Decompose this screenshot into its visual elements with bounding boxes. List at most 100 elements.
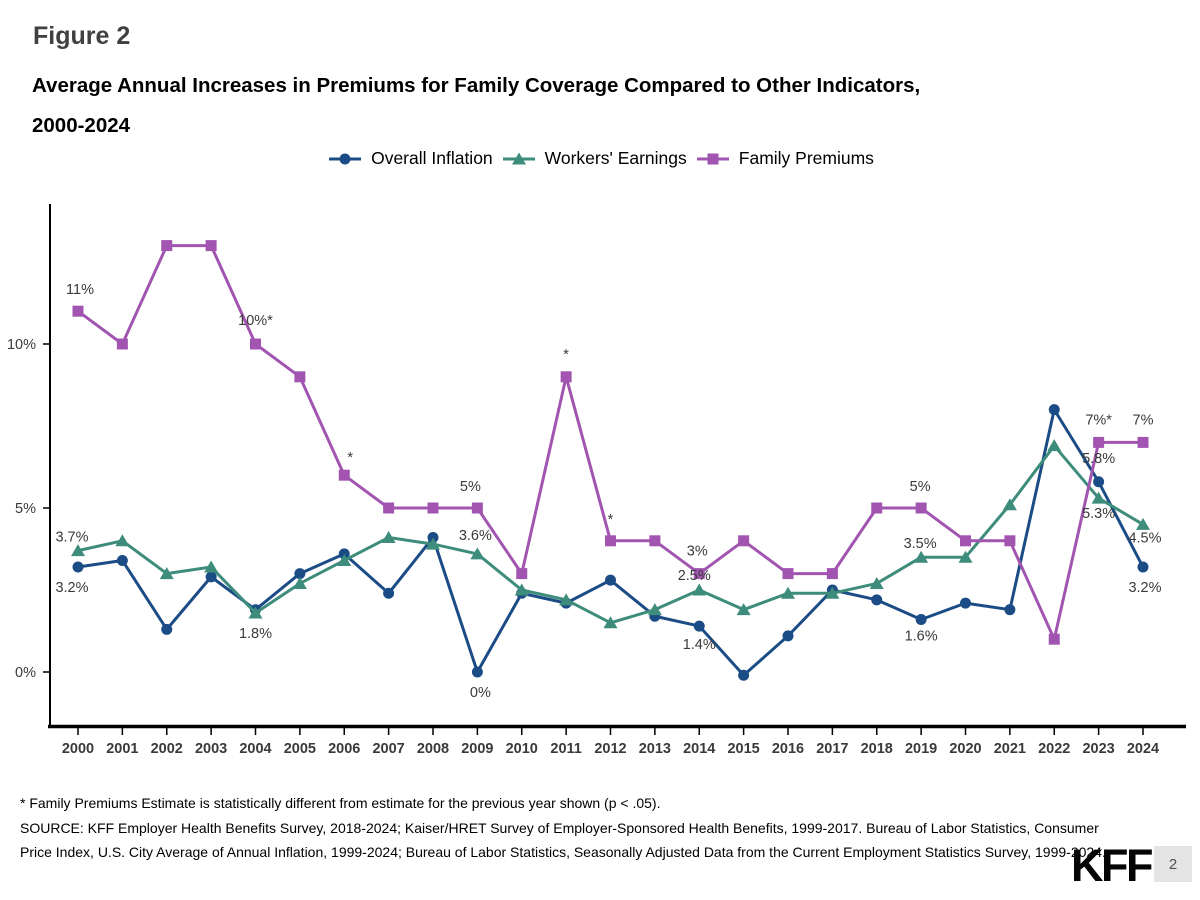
- series-workers-earnings: [71, 439, 1150, 629]
- data-point: [338, 469, 350, 481]
- data-point: [205, 571, 217, 583]
- data-point: [647, 603, 662, 616]
- legend-label: Family Premiums: [738, 148, 874, 168]
- data-point: [338, 548, 350, 560]
- data-point: [826, 568, 838, 580]
- data-point: [294, 568, 306, 580]
- x-tick-label-2024: 2024: [1127, 741, 1159, 757]
- data-label-2014-workers-earnings: 2.5%: [678, 568, 711, 584]
- data-point: [72, 305, 84, 317]
- x-tick-label-2004: 2004: [239, 741, 271, 757]
- data-point: [470, 547, 485, 560]
- data-point: [161, 240, 173, 252]
- data-point: [1137, 561, 1149, 573]
- data-point: [693, 620, 705, 632]
- data-point: [915, 614, 927, 626]
- data-point: [1047, 439, 1062, 452]
- data-label-2023-workers-earnings: 5.3%: [1082, 506, 1115, 522]
- chart-title: Average Annual Increases in Premiums for…: [32, 66, 1172, 146]
- data-point: [603, 616, 618, 629]
- x-tick-label-2017: 2017: [816, 741, 848, 757]
- data-label-2004-workers-earnings: 1.8%: [239, 626, 272, 642]
- data-label-2012-family-premiums: *: [608, 512, 614, 528]
- data-point: [914, 550, 929, 563]
- data-label-2009-overall-inflation: 0%: [470, 685, 491, 701]
- legend-item-family-premiums: Family Premiums: [694, 148, 874, 169]
- data-point: [915, 502, 927, 514]
- data-point: [559, 593, 574, 606]
- data-point: [782, 630, 794, 642]
- data-point: [1093, 436, 1105, 448]
- x-tick-label-2003: 2003: [195, 741, 227, 757]
- data-point: [825, 586, 840, 599]
- data-point: [337, 553, 352, 566]
- circle-legend-marker-icon: [329, 153, 362, 164]
- data-label-2000-overall-inflation: 3.2%: [55, 580, 88, 596]
- legend-label: Workers' Earnings: [544, 148, 687, 168]
- x-tick-label-2022: 2022: [1038, 741, 1070, 757]
- data-point: [292, 576, 307, 589]
- x-tick-label-2006: 2006: [328, 741, 360, 757]
- x-tick-label-2023: 2023: [1082, 741, 1114, 757]
- data-point: [1048, 404, 1060, 416]
- x-tick-label-2019: 2019: [905, 741, 937, 757]
- data-point: [426, 537, 440, 550]
- y-tick-label: 10%: [7, 337, 36, 353]
- data-point: [605, 535, 616, 547]
- data-point: [161, 623, 173, 635]
- series-line: [77, 444, 1144, 625]
- data-point: [383, 587, 395, 599]
- x-tick-label-2021: 2021: [994, 741, 1026, 757]
- chart-area: 0% 5% 10% 2000 2001 2002 2003 2004 2005 2006 2007 2…: [0, 192, 1200, 777]
- data-point: [1091, 491, 1106, 504]
- data-point: [649, 535, 661, 547]
- legend-label: Overall Inflation: [371, 148, 493, 168]
- data-label-2024-family-premiums: 7%: [1133, 412, 1154, 428]
- data-point: [427, 502, 439, 514]
- data-label-2019-overall-inflation: 1.6%: [905, 629, 938, 645]
- data-point: [560, 371, 572, 383]
- x-tick-label-2010: 2010: [506, 741, 538, 757]
- x-tick-label-2014: 2014: [683, 741, 715, 757]
- data-point: [72, 561, 84, 573]
- data-point: [781, 586, 795, 599]
- y-tick-label: 5%: [15, 501, 36, 517]
- data-point: [116, 338, 128, 350]
- data-point: [248, 606, 263, 619]
- x-tick-label-2011: 2011: [550, 741, 581, 757]
- data-point: [205, 240, 217, 252]
- data-point: [381, 531, 396, 544]
- data-label-2014-family-premiums: 3%: [687, 544, 708, 560]
- data-point: [1004, 535, 1016, 547]
- x-tick-label-2015: 2015: [727, 741, 759, 757]
- x-tick-label-2001: 2001: [106, 741, 138, 757]
- data-point: [383, 502, 395, 514]
- data-point: [116, 554, 128, 566]
- data-point: [471, 666, 483, 678]
- chart-title-line1: Average Annual Increases in Premiums for…: [32, 74, 921, 97]
- data-point: [738, 669, 750, 681]
- data-point: [159, 567, 174, 580]
- data-point: [516, 568, 528, 580]
- x-tick-label-2009: 2009: [461, 741, 493, 757]
- data-label-2019-family-premiums: 5%: [910, 479, 931, 495]
- data-point: [869, 576, 884, 589]
- data-point: [782, 568, 794, 580]
- triangle-legend-marker-icon: [502, 152, 535, 164]
- data-point-labels: 11% 3.7% 3.2% 10%* 1.8% * 5% 3.6% 0% * * 3% 2.5% 1.4%…: [55, 282, 1161, 701]
- data-label-2000-workers-earnings: 3.7%: [55, 530, 88, 546]
- data-label-2019-workers-earnings: 3.5%: [904, 536, 937, 552]
- data-point: [692, 583, 707, 596]
- data-point: [71, 544, 85, 557]
- data-label-2009-family-premiums: 5%: [460, 479, 481, 495]
- x-tick-label-2012: 2012: [594, 741, 626, 757]
- data-point: [471, 502, 483, 514]
- source-text: SOURCE: KFF Employer Health Benefits Sur…: [20, 819, 1106, 861]
- x-tick-label-2008: 2008: [417, 741, 449, 757]
- series-family-premiums: [72, 240, 1149, 645]
- footnotes: * Family Premiums Estimate is statistica…: [20, 791, 1118, 865]
- data-point: [871, 502, 883, 514]
- data-point: [250, 338, 261, 350]
- data-point: [115, 534, 130, 547]
